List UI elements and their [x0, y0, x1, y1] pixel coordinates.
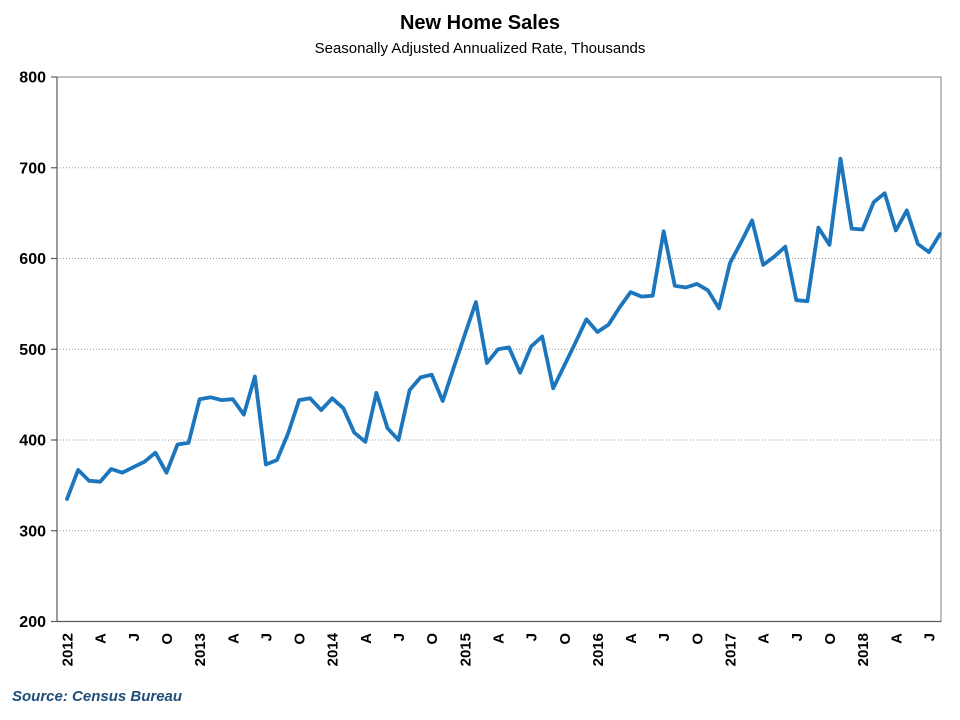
x-tick-label: O [689, 633, 706, 645]
x-tick-label: 2015 [457, 633, 474, 666]
x-tick-label: J [258, 633, 275, 641]
chart-title: New Home Sales [399, 12, 561, 34]
x-tick-label: O [424, 633, 441, 645]
x-tick-label: J [656, 633, 673, 641]
x-tick-label: A [93, 633, 110, 644]
x-tick-label: O [822, 633, 839, 645]
x-tick-label: A [225, 633, 242, 644]
y-tick-label: 200 [19, 614, 46, 631]
source-note: Source: Census Bureau [12, 688, 183, 705]
x-tick-label: A [623, 633, 640, 644]
x-tick-label: A [756, 633, 773, 644]
x-tick-label: O [292, 633, 309, 645]
chart-subtitle: Seasonally Adjusted Annualized Rate, Tho… [314, 40, 646, 57]
y-tick-label: 500 [19, 342, 46, 359]
x-tick-label: 2016 [590, 633, 607, 666]
x-tick-label: J [921, 633, 938, 641]
x-tick-label: 2012 [60, 633, 77, 666]
series-line [65, 156, 942, 501]
x-tick-label: J [524, 633, 541, 641]
y-tick-label: 700 [19, 160, 46, 177]
x-tick-label: A [358, 633, 375, 644]
x-tick-label: 2017 [723, 633, 740, 666]
x-tick-label: 2014 [325, 632, 342, 666]
y-tick-label: 400 [19, 433, 46, 450]
x-tick-label: A [490, 633, 507, 644]
x-tick-label: 2018 [855, 633, 872, 666]
x-tick-label: J [789, 633, 806, 641]
x-tick-label: J [126, 633, 143, 641]
x-tick-label: O [159, 633, 176, 645]
y-tick-label: 600 [19, 251, 46, 268]
x-tick-label: O [557, 633, 574, 645]
x-tick-label: 2013 [192, 633, 209, 666]
x-tick-label: J [391, 633, 408, 641]
x-tick-label: A [888, 633, 905, 644]
y-tick-label: 300 [19, 523, 46, 540]
y-tick-label: 800 [19, 70, 46, 87]
